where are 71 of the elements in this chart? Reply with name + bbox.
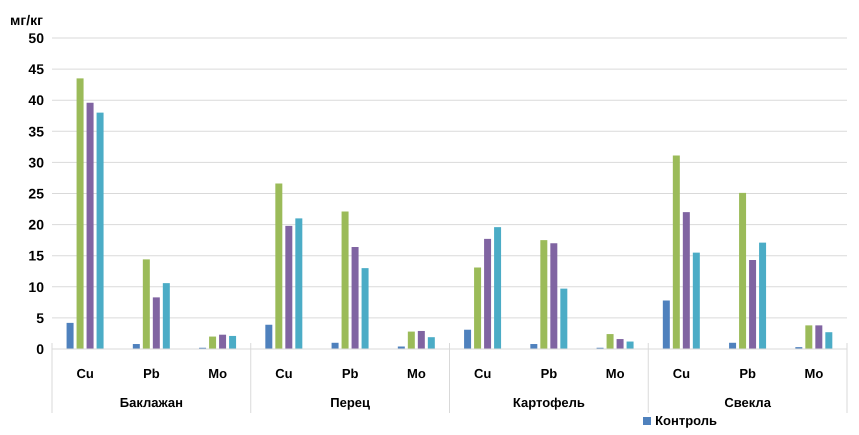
bar (219, 334, 226, 349)
x-tick-label: Cu (76, 366, 94, 382)
bar (550, 243, 558, 349)
bar (759, 242, 766, 349)
bar (418, 330, 425, 349)
bar (606, 334, 614, 349)
y-tick-label: 0 (36, 340, 44, 357)
bar (662, 300, 670, 349)
x-tick-label: Mo (208, 366, 228, 382)
bar (96, 112, 104, 349)
bar (805, 325, 812, 349)
bar (86, 102, 94, 349)
bar (672, 156, 680, 349)
bar (275, 184, 282, 349)
bar (285, 226, 292, 349)
bar (352, 246, 359, 349)
bar (362, 268, 369, 349)
text: Баклажан (120, 395, 183, 410)
y-tick-label: 50 (28, 30, 44, 46)
bar (626, 342, 634, 349)
x-tick-label: Cu (672, 366, 690, 382)
y-tick-label: 25 (28, 185, 44, 202)
bar (682, 212, 690, 349)
bar (428, 337, 435, 349)
bar (692, 252, 700, 349)
bar (408, 332, 415, 349)
x-tick-label: Mo (606, 366, 625, 382)
x-tick-label: Pb (540, 366, 558, 382)
y-tick-label: 15 (28, 248, 44, 264)
text: Картофель (512, 395, 585, 410)
x-tick-label: Pb (143, 366, 160, 382)
x-tick-label: Cu (474, 366, 492, 382)
y-tick-label: 40 (28, 92, 44, 108)
y-axis-title: мг/кг (10, 12, 43, 28)
bar (142, 259, 150, 349)
y-tick-label: 10 (28, 278, 44, 295)
bar (474, 268, 482, 349)
bar (295, 218, 302, 349)
y-tick-label: 45 (28, 61, 44, 78)
bar (815, 325, 822, 349)
bar (616, 339, 624, 349)
bar (749, 260, 756, 349)
text: Перец (330, 395, 370, 410)
y-tick-label: 5 (36, 310, 44, 326)
bar (76, 78, 84, 349)
x-tick-label: Pb (342, 366, 358, 382)
y-tick-label: 35 (28, 123, 44, 140)
bar (229, 336, 236, 349)
bar (162, 283, 170, 349)
bar (342, 212, 349, 349)
bar (739, 192, 746, 349)
bar (494, 227, 502, 349)
x-tick-label: Mo (804, 366, 824, 382)
text: Свекла (724, 395, 772, 410)
bar (265, 324, 272, 349)
bar (540, 240, 548, 349)
y-tick-label: 20 (28, 216, 44, 233)
x-tick-label: Cu (275, 366, 293, 382)
x-tick-label: Mo (406, 366, 426, 382)
bar (464, 330, 472, 349)
y-tick-label: 30 (28, 154, 44, 170)
x-tick-label: Pb (739, 366, 756, 382)
bar (152, 297, 160, 349)
bar (132, 344, 140, 349)
legend-label: Контроль (654, 413, 717, 428)
bar (825, 332, 832, 349)
bar (66, 322, 74, 349)
bar (530, 344, 538, 349)
bar (560, 288, 568, 349)
bar (209, 336, 216, 349)
bar (484, 238, 492, 349)
